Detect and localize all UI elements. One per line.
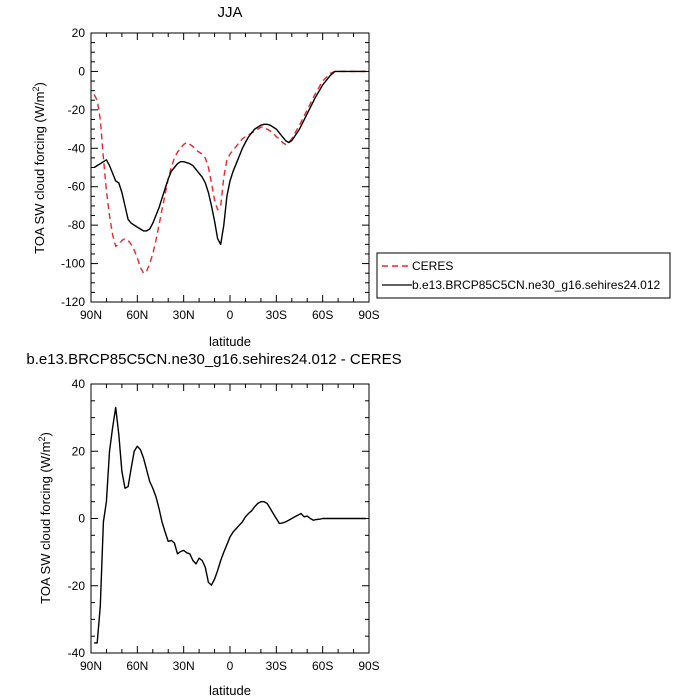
legend-box bbox=[376, 252, 671, 299]
top-x-tick-label: 30S bbox=[266, 308, 287, 322]
bot-series-line-0 bbox=[94, 406, 366, 644]
top-y-tick-label: -40 bbox=[68, 141, 86, 155]
top-x-tick-label: 60N bbox=[126, 308, 148, 322]
bottom-chart-title: b.e13.BRCP85C5CN.ne30_g16.sehires24.012 … bbox=[26, 351, 401, 368]
bot-x-tick-label: 30N bbox=[173, 659, 195, 673]
bottom-plot-frame bbox=[90, 383, 370, 654]
top-panel: JJA 90N 60N 30N 0 30S 60S 90S -120 -100 -80 -60 -4… bbox=[31, 4, 671, 349]
bot-x-tick-label: 60N bbox=[126, 659, 148, 673]
bot-x-tick-label: 30S bbox=[266, 659, 287, 673]
bot-y-tick-label: 0 bbox=[78, 512, 85, 526]
top-y-tick-label: -100 bbox=[61, 257, 85, 271]
top-series-line-0 bbox=[93, 70, 366, 274]
bot-y-tick-label: 20 bbox=[72, 444, 86, 458]
top-y-tick-label: -20 bbox=[68, 103, 86, 117]
bot-x-tick-label: 90N bbox=[80, 659, 102, 673]
top-x-tick-label: 30N bbox=[173, 308, 195, 322]
bottom-panel: b.e13.BRCP85C5CN.ne30_g16.sehires24.012 … bbox=[26, 351, 401, 698]
top-y-tick-label: -60 bbox=[68, 180, 86, 194]
top-x-tick-label: 0 bbox=[227, 308, 234, 322]
legend: CERES b.e13.BRCP85C5CN.ne30_g16.sehires2… bbox=[376, 252, 671, 299]
top-y-tick-label: 0 bbox=[78, 64, 85, 78]
top-plot-frame bbox=[90, 32, 370, 303]
bot-y-tick-label: -40 bbox=[68, 646, 86, 660]
bot-x-tick-label: 60S bbox=[312, 659, 333, 673]
top-y-axis-label: TOA SW cloud forcing (W/m2) bbox=[31, 82, 47, 254]
bot-x-tick-label: 0 bbox=[227, 659, 234, 673]
top-y-tick-label: 20 bbox=[72, 26, 86, 40]
bottom-x-axis-label: latitude bbox=[209, 683, 251, 698]
top-chart-title: JJA bbox=[217, 4, 242, 21]
top-x-axis-label: latitude bbox=[209, 334, 251, 349]
top-x-tick-label: 90N bbox=[80, 308, 102, 322]
top-y-tick-label: -80 bbox=[68, 218, 86, 232]
legend-model-label: b.e13.BRCP85C5CN.ne30_g16.sehires24.012 bbox=[412, 278, 660, 292]
bot-y-tick-label: 40 bbox=[72, 377, 86, 391]
bot-y-tick-label: -20 bbox=[68, 579, 86, 593]
top-series-line-1 bbox=[93, 70, 366, 246]
top-x-tick-label: 60S bbox=[312, 308, 333, 322]
bottom-y-axis-label: TOA SW cloud forcing (W/m2) bbox=[37, 432, 53, 604]
top-y-tick-label: -120 bbox=[61, 295, 85, 309]
legend-ceres-label: CERES bbox=[412, 259, 453, 273]
bot-x-tick-label: 90S bbox=[358, 659, 379, 673]
top-x-tick-label: 90S bbox=[358, 308, 379, 322]
